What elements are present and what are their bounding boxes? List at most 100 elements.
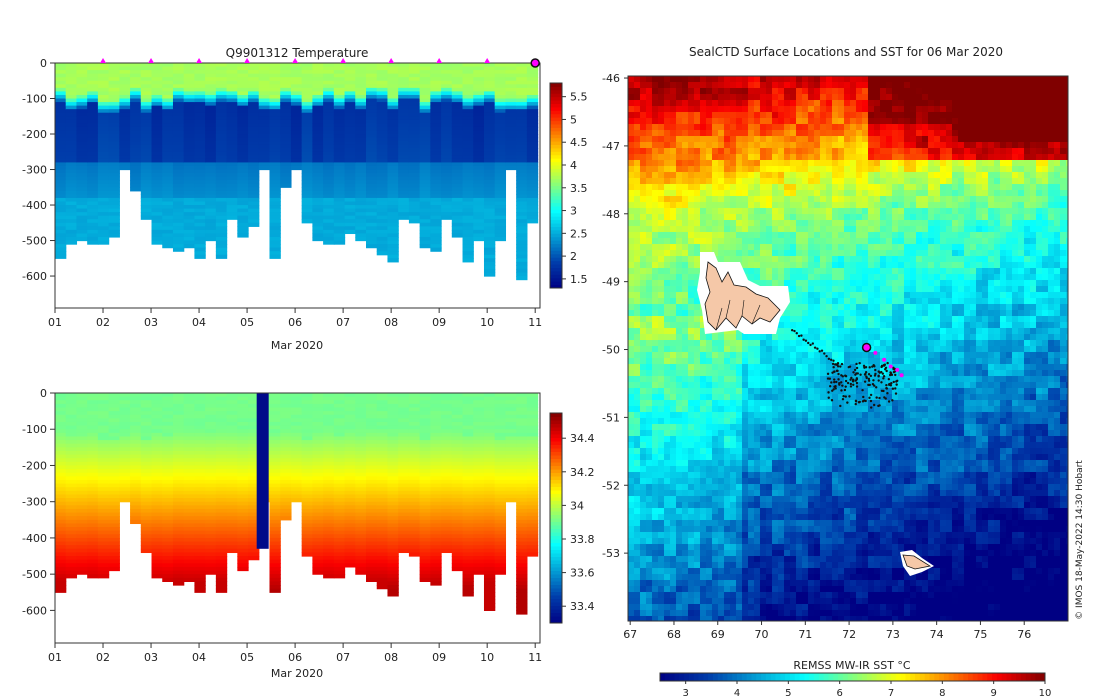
s-cell xyxy=(269,458,281,463)
t-cell xyxy=(312,169,324,174)
s-cell xyxy=(376,585,389,590)
s-cell xyxy=(205,483,217,488)
t-cell xyxy=(130,148,142,153)
s-cell xyxy=(151,508,163,514)
t-cell xyxy=(151,112,163,117)
t-cell xyxy=(505,87,517,93)
t-cell xyxy=(76,98,88,103)
s-cell xyxy=(366,559,378,564)
s-cell xyxy=(419,400,431,405)
sst-cell xyxy=(1036,88,1043,95)
t-cell xyxy=(462,155,474,160)
s-cell xyxy=(151,530,163,535)
sst-cell xyxy=(868,76,875,83)
t-cell xyxy=(226,80,238,85)
t-cell xyxy=(494,105,507,110)
s-cell xyxy=(376,436,389,441)
t-cell xyxy=(494,205,507,210)
t-cell xyxy=(387,212,399,217)
s-cell xyxy=(355,563,367,568)
s-cell xyxy=(473,519,485,525)
s-cell xyxy=(430,429,442,434)
s-cell xyxy=(387,440,399,445)
t-cell xyxy=(366,229,378,235)
s-cell xyxy=(269,519,281,525)
t-cell xyxy=(333,148,346,153)
t-cell xyxy=(194,105,206,110)
t-cell xyxy=(441,187,453,192)
t-cell xyxy=(162,201,174,206)
s-cell xyxy=(194,523,206,528)
s-cell xyxy=(387,527,399,532)
s-colorbar-segment xyxy=(550,514,562,519)
s-cell xyxy=(366,505,378,510)
s-cell xyxy=(441,527,453,532)
t-cell xyxy=(526,80,539,85)
t-cell xyxy=(269,165,281,171)
s-cell xyxy=(323,508,335,514)
t-cell xyxy=(312,112,324,117)
t-cell xyxy=(323,219,335,224)
t-cell xyxy=(248,73,260,78)
s-colorbar-segment xyxy=(550,588,562,592)
t-cell xyxy=(473,165,485,171)
s-cell xyxy=(119,469,131,474)
s-cell xyxy=(462,421,474,427)
t-cell xyxy=(473,229,485,235)
t-cell xyxy=(419,119,431,124)
s-cell xyxy=(172,508,185,514)
t-cell xyxy=(108,190,120,195)
t-cell xyxy=(280,162,292,167)
t-cell xyxy=(451,197,464,203)
t-cell xyxy=(162,219,174,224)
s-cell xyxy=(323,490,335,496)
t-cell xyxy=(76,212,88,217)
t-cell xyxy=(172,212,185,217)
s-cell xyxy=(473,537,485,543)
t-cell xyxy=(473,187,485,192)
t-cell xyxy=(237,215,249,220)
s-cell xyxy=(505,461,517,467)
s-cell xyxy=(387,588,399,593)
sst-cell xyxy=(748,100,755,107)
s-cell xyxy=(269,530,281,535)
s-cell xyxy=(119,440,131,445)
t-cell xyxy=(162,208,174,213)
t-cell xyxy=(419,66,431,71)
s-cell xyxy=(419,479,431,485)
t-cell xyxy=(430,130,442,135)
s-cell xyxy=(183,407,196,412)
sst-cell xyxy=(796,82,803,89)
t-cell xyxy=(65,116,78,121)
sst-cell xyxy=(670,94,677,101)
t-cell xyxy=(494,183,507,188)
t-cell xyxy=(237,73,249,78)
t-cell xyxy=(65,80,78,85)
t-cell xyxy=(376,126,389,132)
s-cell xyxy=(215,436,228,441)
s-cell xyxy=(87,421,99,427)
s-cell xyxy=(140,465,153,470)
s-cell xyxy=(505,454,517,459)
s-cell xyxy=(462,530,474,535)
t-cell xyxy=(130,63,142,68)
s-cell xyxy=(366,556,378,561)
s-cell xyxy=(183,396,196,401)
s-cell xyxy=(441,548,453,554)
s-cell xyxy=(301,498,313,503)
t-cell xyxy=(505,98,517,103)
t-cell xyxy=(194,229,206,235)
t-cell xyxy=(205,116,217,121)
sst-cell xyxy=(952,76,959,83)
s-cell xyxy=(65,418,78,423)
t-cell xyxy=(205,63,217,68)
s-cell xyxy=(108,501,120,506)
s-cell xyxy=(87,566,99,572)
s-cell xyxy=(333,505,346,510)
t-cell xyxy=(151,187,163,192)
t-cell xyxy=(258,87,271,93)
s-cell xyxy=(194,494,206,499)
t-cell xyxy=(215,215,228,220)
t-cell xyxy=(215,109,228,114)
s-cell xyxy=(312,458,324,463)
